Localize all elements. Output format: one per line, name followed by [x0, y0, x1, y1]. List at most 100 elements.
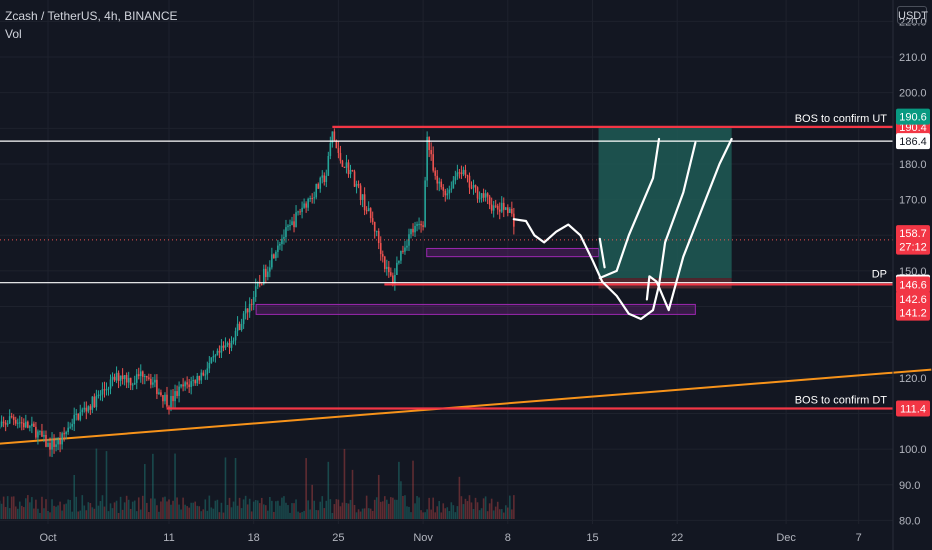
volume-bar — [77, 511, 80, 519]
candle-body — [448, 189, 451, 194]
volume-bar — [345, 503, 348, 519]
volume-bar — [414, 503, 416, 519]
price-tick-label: 120.0 — [899, 373, 927, 385]
volume-bar — [71, 511, 73, 519]
demand-zone-upper — [426, 247, 600, 258]
volume-bar — [39, 512, 41, 519]
candle-body — [444, 190, 447, 196]
time-tick-label: 8 — [505, 532, 511, 544]
price-axis[interactable]: 80.090.0100.0120.0150.0170.0180.0200.021… — [899, 16, 927, 527]
candle-body — [214, 355, 217, 357]
candle-body — [87, 406, 90, 412]
volume-bar — [180, 509, 182, 519]
volume-bar — [6, 496, 9, 519]
volume-bar — [502, 512, 505, 519]
volume-bar — [186, 506, 188, 519]
candle-body — [279, 244, 281, 246]
volume-bar — [73, 474, 76, 519]
volume-bar — [146, 502, 148, 519]
volume-bar — [204, 499, 207, 519]
candle-body — [212, 356, 215, 358]
candles — [0, 128, 515, 458]
volume-bar — [63, 504, 65, 519]
volume-bar — [91, 507, 94, 519]
volume-bar — [242, 499, 245, 519]
volume-bar — [293, 503, 295, 519]
volume-bar — [404, 495, 406, 519]
red-support-line-badge — [896, 276, 930, 293]
symbol-title[interactable]: Zcash / TetherUS, 4h, BINANCE — [5, 9, 178, 23]
demand-zone-lower — [255, 303, 696, 315]
candle-body — [57, 439, 59, 445]
volume-bar — [371, 510, 374, 519]
volume-bar — [444, 508, 447, 519]
candle-body — [184, 382, 186, 387]
price-tick-label: 180.0 — [899, 159, 927, 171]
candle-body — [101, 389, 104, 395]
volume-bar — [170, 504, 172, 519]
volume-bar — [178, 504, 180, 519]
candle-body — [301, 207, 303, 212]
volume-bar — [176, 497, 178, 519]
axis-badge — [896, 304, 930, 321]
volume-bar — [283, 496, 285, 519]
volume-bar — [327, 461, 330, 519]
candle-body — [135, 374, 138, 383]
volume-bar — [500, 509, 503, 519]
candle-body — [432, 154, 434, 171]
volume-bar — [432, 497, 434, 519]
candle-body — [37, 431, 39, 438]
candle-body — [345, 162, 348, 168]
trendline-group[interactable] — [0, 368, 932, 445]
candle-body — [396, 262, 398, 276]
candle-body — [410, 228, 412, 235]
volume-bar — [160, 501, 162, 519]
volume-bar — [18, 501, 21, 519]
price-tick-label: 90.0 — [899, 480, 920, 492]
candle-body — [275, 251, 277, 259]
candle-body — [196, 376, 199, 384]
volume-bar — [410, 512, 412, 519]
volume-bar — [168, 499, 170, 519]
candle-body — [406, 245, 408, 248]
candle-body — [252, 297, 255, 305]
candle-body — [504, 207, 507, 210]
candle-body — [220, 345, 223, 353]
candle-body — [373, 221, 376, 232]
volume-bar — [210, 507, 213, 519]
candle-body — [192, 380, 194, 382]
candle-body — [139, 371, 142, 377]
candle-body — [496, 205, 499, 210]
axis-badge — [896, 291, 930, 308]
currency-unit-button[interactable]: USDT — [897, 6, 928, 24]
volume-bar — [27, 495, 29, 519]
projection-path — [598, 237, 606, 269]
candle-body — [131, 384, 134, 386]
projection-drawings[interactable] — [512, 137, 733, 321]
candle-body — [361, 194, 364, 200]
volume-bar — [287, 505, 289, 519]
candle-body — [12, 416, 15, 420]
bos-down-line-badge — [896, 400, 930, 417]
volume-bar — [460, 496, 463, 519]
candle-body — [392, 275, 394, 286]
volume-bar — [412, 460, 414, 519]
volume-bar — [97, 505, 100, 519]
candle-body — [232, 340, 235, 342]
volume-bar — [198, 506, 201, 519]
grid — [0, 0, 893, 524]
candle-body — [202, 372, 205, 376]
volume-indicator-label[interactable]: Vol — [5, 27, 22, 41]
candle-body — [180, 384, 182, 387]
level-lines[interactable]: BOS to confirm UT DP BOS to confirm DT — [0, 113, 893, 410]
candle-body — [394, 275, 396, 286]
candle-body — [480, 193, 483, 199]
volume-bar — [53, 505, 55, 519]
candle-body — [466, 175, 469, 177]
candle-body — [0, 421, 3, 427]
volume-bar — [234, 457, 237, 519]
time-tick-label: 18 — [248, 532, 260, 544]
time-axis[interactable]: Oct 11 18 25 Nov 8 15 22 Dec 7 — [39, 532, 861, 544]
volume-bar — [139, 509, 142, 519]
